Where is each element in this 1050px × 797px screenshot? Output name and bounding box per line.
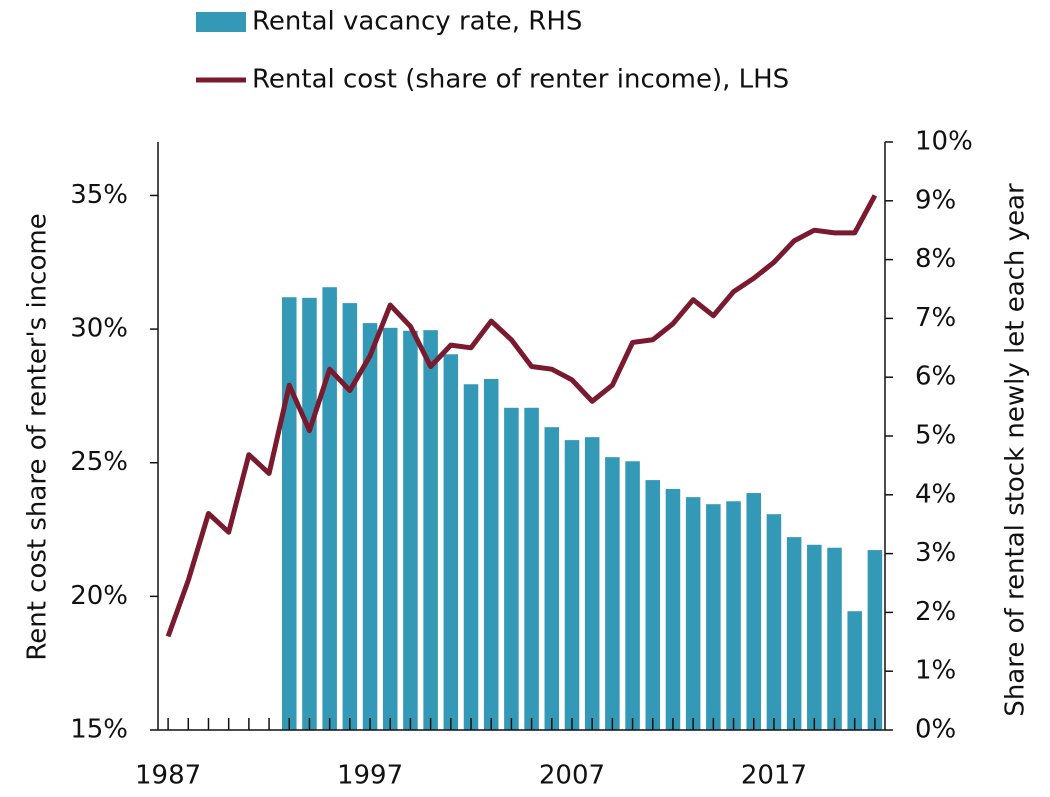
- bar: [302, 297, 317, 730]
- bar: [665, 488, 681, 730]
- bar: [281, 297, 297, 730]
- bar: [463, 384, 479, 730]
- y-tick-label: 35%: [70, 180, 128, 210]
- bar: [726, 501, 741, 730]
- bar: [867, 550, 883, 730]
- bar: [807, 544, 822, 730]
- bar: [524, 407, 539, 730]
- bar: [423, 330, 438, 730]
- y2-tick-label: 0%: [915, 715, 956, 745]
- legend-label: Rental cost (share of renter income), LH…: [252, 65, 789, 95]
- bar: [504, 407, 519, 730]
- y2-tick-label: 6%: [915, 362, 956, 392]
- bar: [403, 330, 418, 730]
- bar: [605, 457, 620, 730]
- bar: [483, 378, 499, 730]
- y-tick-label: 30%: [70, 314, 128, 344]
- y2-tick-label: 3%: [915, 538, 956, 568]
- bar: [625, 461, 640, 730]
- bar: [362, 323, 378, 730]
- bar: [746, 493, 762, 730]
- bar: [645, 480, 661, 730]
- bar: [382, 327, 398, 730]
- bar: [766, 514, 782, 730]
- y2-tick-label: 1%: [915, 656, 956, 686]
- bar: [443, 354, 459, 730]
- bar: [342, 303, 358, 730]
- y2-tick-label: 8%: [915, 244, 956, 274]
- y2-tick-label: 9%: [915, 185, 956, 215]
- y-tick-label: 20%: [70, 581, 128, 611]
- bar: [847, 611, 862, 730]
- y2-tick-label: 5%: [915, 421, 956, 451]
- bar: [564, 440, 580, 730]
- x-tick-label: 2007: [539, 761, 605, 791]
- x-tick-label: 2017: [741, 761, 807, 791]
- y2-tick-label: 10%: [915, 127, 973, 157]
- x-tick-label: 1987: [135, 761, 201, 791]
- y2-axis-label: Share of rental stock newly let each yea…: [1001, 183, 1031, 717]
- legend-label: Rental vacancy rate, RHS: [252, 7, 582, 37]
- bar: [685, 497, 701, 730]
- y-tick-label: 15%: [70, 715, 128, 745]
- y2-tick-label: 7%: [915, 303, 956, 333]
- y-tick-label: 25%: [70, 447, 128, 477]
- x-tick-label: 1997: [337, 761, 403, 791]
- legend-swatch: [196, 12, 246, 32]
- y-axis-label: Rent cost share of renter's income: [23, 213, 53, 660]
- line: [165, 194, 878, 638]
- bar: [827, 547, 842, 730]
- bar: [786, 537, 802, 730]
- bar: [544, 427, 560, 730]
- bar: [706, 504, 721, 730]
- bar: [322, 287, 337, 730]
- y2-tick-label: 4%: [915, 479, 956, 509]
- y2-tick-label: 2%: [915, 597, 956, 627]
- bar: [584, 437, 600, 730]
